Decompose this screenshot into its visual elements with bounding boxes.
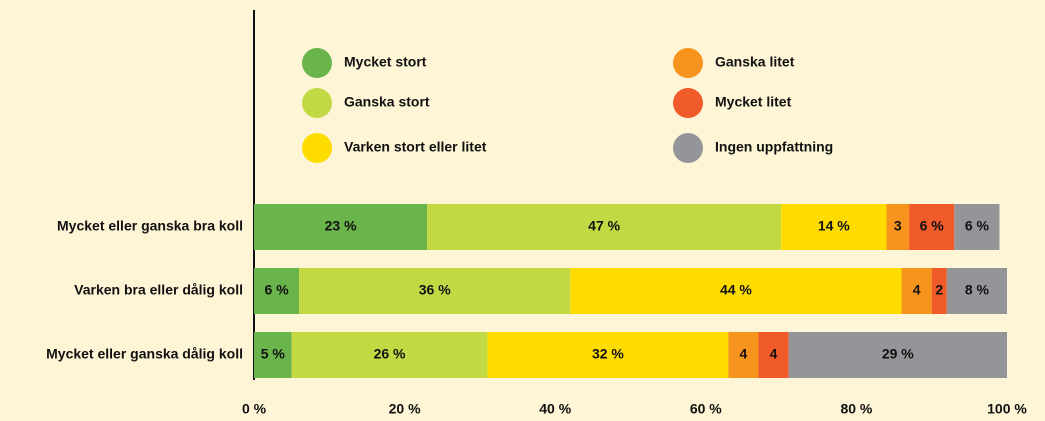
x-tick-label: 0 %	[242, 401, 267, 417]
data-label: 4	[913, 282, 921, 298]
legend-label: Ganska litet	[715, 54, 795, 70]
data-label: 4	[740, 346, 748, 362]
x-tick-label: 20 %	[389, 401, 421, 417]
bar-segment	[886, 204, 910, 250]
legend-marker	[673, 48, 703, 78]
data-label: 32 %	[592, 346, 624, 362]
bar-segment	[954, 204, 1000, 250]
bar-segment	[427, 204, 782, 250]
data-label: 47 %	[588, 218, 620, 234]
legend-marker	[302, 48, 332, 78]
bar-segment	[570, 268, 902, 314]
data-label: 8 %	[965, 282, 990, 298]
category-label: Mycket eller ganska dålig koll	[46, 346, 243, 362]
x-tick-label: 60 %	[690, 401, 722, 417]
legend-marker	[302, 133, 332, 163]
bar-segment	[781, 204, 887, 250]
legend-marker	[673, 88, 703, 118]
data-label: 6 %	[965, 218, 990, 234]
data-label: 44 %	[720, 282, 752, 298]
bar-segment	[901, 268, 932, 314]
data-label: 29 %	[882, 346, 914, 362]
bar-segment	[254, 268, 300, 314]
data-label: 6 %	[920, 218, 945, 234]
bar-segment	[728, 332, 759, 378]
data-label: 36 %	[419, 282, 451, 298]
x-tick-label: 40 %	[539, 401, 571, 417]
data-label: 26 %	[374, 346, 406, 362]
bar-segment	[788, 332, 1007, 378]
x-tick-label: 80 %	[840, 401, 872, 417]
bar-segment	[487, 332, 729, 378]
legend-label: Mycket stort	[344, 54, 427, 70]
bar-segment	[291, 332, 488, 378]
data-label: 6 %	[265, 282, 290, 298]
data-label: 2	[935, 282, 943, 298]
bar-segment	[299, 268, 571, 314]
bar-segment	[931, 268, 947, 314]
bar-segment	[909, 204, 955, 250]
data-label: 4	[770, 346, 778, 362]
x-tick-label: 100 %	[987, 401, 1027, 417]
category-label: Mycket eller ganska bra koll	[57, 218, 243, 234]
bar-segment	[758, 332, 789, 378]
legend-label: Ganska stort	[344, 94, 430, 110]
legend-marker	[302, 88, 332, 118]
legend-label: Ingen uppfattning	[715, 139, 833, 155]
legend-marker	[673, 133, 703, 163]
legend-label: Mycket litet	[715, 94, 792, 110]
category-label: Varken bra eller dålig koll	[74, 282, 243, 298]
data-label: 14 %	[818, 218, 850, 234]
bar-segment	[946, 268, 1007, 314]
data-label: 3	[894, 218, 902, 234]
bar-segment	[254, 332, 292, 378]
data-label: 5 %	[261, 346, 286, 362]
bar-segment	[254, 204, 428, 250]
legend-label: Varken stort eller litet	[344, 139, 487, 155]
data-label: 23 %	[325, 218, 357, 234]
